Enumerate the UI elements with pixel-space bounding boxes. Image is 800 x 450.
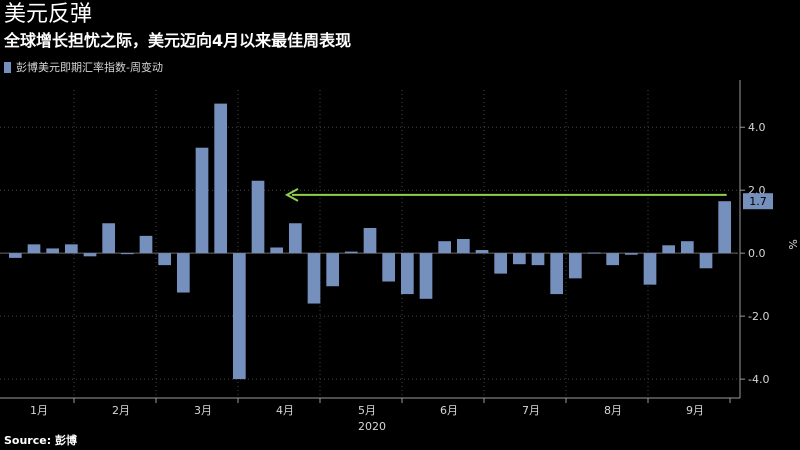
bar bbox=[158, 253, 172, 266]
bar bbox=[512, 253, 526, 265]
x-tick-label: 9月 bbox=[686, 404, 704, 417]
bar bbox=[438, 241, 452, 254]
bar bbox=[400, 253, 414, 295]
bar bbox=[531, 253, 545, 266]
bar bbox=[139, 235, 153, 254]
annotation-arrow-head bbox=[284, 188, 299, 202]
bar bbox=[326, 253, 340, 287]
bar bbox=[662, 245, 676, 254]
bar bbox=[643, 253, 657, 285]
bar bbox=[680, 241, 694, 254]
x-tick-label: 4月 bbox=[276, 404, 294, 417]
bar bbox=[475, 250, 489, 254]
bar bbox=[232, 253, 246, 380]
bar bbox=[494, 253, 508, 274]
bar bbox=[8, 253, 22, 258]
bar bbox=[587, 252, 601, 254]
bar bbox=[568, 253, 582, 279]
x-tick-label: 5月 bbox=[358, 404, 376, 417]
y-tick-label: -2.0 bbox=[748, 310, 769, 323]
legend: 彭博美元即期汇率指数-周变动 bbox=[4, 59, 163, 75]
bar bbox=[344, 251, 358, 254]
bar bbox=[699, 253, 713, 269]
bar bbox=[624, 253, 638, 255]
last-value-tag bbox=[743, 193, 773, 210]
bar bbox=[120, 253, 134, 255]
bar bbox=[83, 253, 97, 257]
bar bbox=[214, 103, 228, 254]
x-tick-label: 8月 bbox=[604, 404, 622, 417]
bar bbox=[718, 201, 732, 254]
bar bbox=[251, 180, 265, 254]
x-tick-label: 3月 bbox=[194, 404, 212, 417]
bar bbox=[606, 253, 620, 266]
bar bbox=[64, 244, 78, 254]
x-tick-label: 2月 bbox=[112, 404, 130, 417]
x-tick-label: 6月 bbox=[440, 404, 458, 417]
y-tick-label: 0.0 bbox=[748, 247, 766, 260]
bar bbox=[307, 253, 321, 304]
chart-title: 美元反弹 bbox=[4, 2, 93, 27]
bar bbox=[363, 227, 377, 254]
source-note: Source: 彭博 bbox=[4, 434, 77, 447]
bar bbox=[46, 248, 60, 254]
y-tick-label: 4.0 bbox=[748, 121, 766, 134]
bar bbox=[176, 253, 190, 293]
legend-swatch bbox=[4, 61, 11, 73]
x-tick-label: 7月 bbox=[522, 404, 540, 417]
bar bbox=[550, 253, 564, 295]
bar bbox=[288, 223, 302, 254]
y-axis-unit-label: % bbox=[786, 239, 799, 249]
bar bbox=[270, 247, 284, 254]
x-axis-year-label: 2020 bbox=[358, 420, 386, 433]
bar bbox=[419, 253, 433, 299]
bar bbox=[382, 253, 396, 282]
bar bbox=[456, 239, 470, 254]
chart-subtitle: 全球增长担忧之际，美元迈向4月以来最佳周表现 bbox=[4, 31, 352, 50]
bar bbox=[195, 147, 209, 254]
legend-label: 彭博美元即期汇率指数-周变动 bbox=[16, 61, 163, 74]
y-tick-label: -4.0 bbox=[748, 373, 769, 386]
bar bbox=[102, 223, 116, 254]
x-tick-label: 1月 bbox=[30, 404, 48, 417]
bar bbox=[27, 244, 41, 254]
last-value-label: 1.7 bbox=[749, 195, 767, 208]
